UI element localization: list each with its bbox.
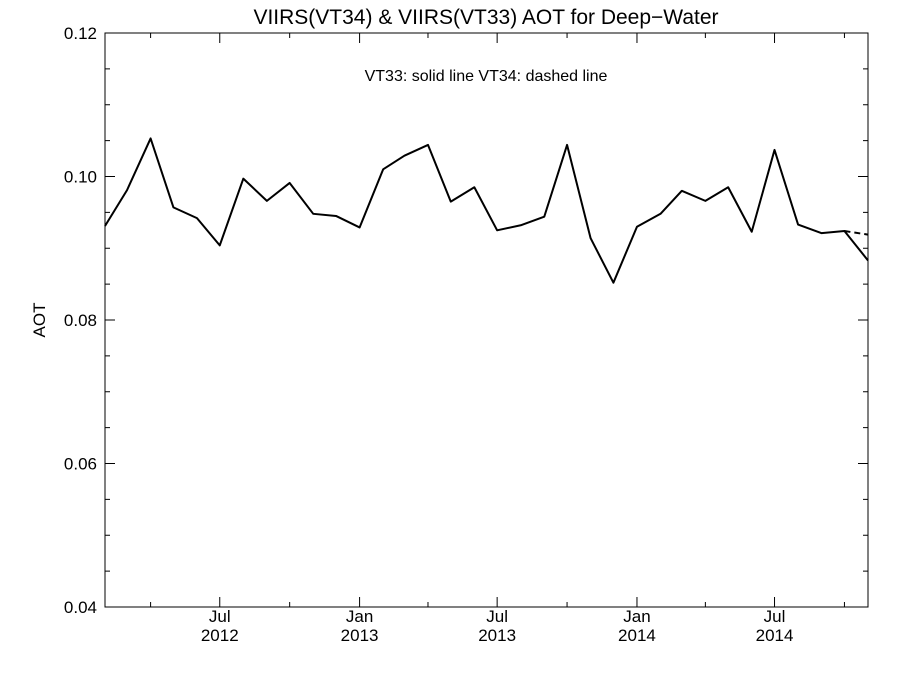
x-tick-month-label: Jan — [623, 607, 650, 626]
line-style-legend: VT33: solid line VT34: dashed line — [365, 68, 608, 85]
y-tick-label: 0.12 — [64, 24, 97, 43]
x-tick-month-label: Jan — [346, 607, 373, 626]
y-tick-label: 0.08 — [64, 311, 97, 330]
x-tick-year-label: 2012 — [201, 626, 239, 645]
chart-title: VIIRS(VT34) & VIIRS(VT33) AOT for Deep−W… — [253, 6, 718, 29]
data-series — [104, 137, 869, 284]
y-axis-label: AOT — [30, 303, 49, 338]
x-tick-month-label: Jul — [764, 607, 786, 626]
y-axis-ticks: 0.04 0.06 0.08 0.10 0.12 — [64, 24, 868, 617]
series-line-vt33 — [104, 137, 869, 284]
x-tick-year-label: 2014 — [618, 626, 656, 645]
x-tick-year-label: 2014 — [756, 626, 794, 645]
plot-axes — [104, 32, 869, 608]
series-line-vt34 — [844, 230, 869, 236]
plot-frame — [104, 32, 869, 608]
y-tick-label: 0.04 — [64, 598, 97, 617]
y-tick-label: 0.06 — [64, 455, 97, 474]
x-tick-year-label: 2013 — [341, 626, 379, 645]
x-tick-year-label: 2013 — [478, 626, 516, 645]
y-tick-label: 0.10 — [64, 168, 97, 187]
x-tick-month-label: Jul — [486, 607, 508, 626]
x-tick-month-label: Jul — [209, 607, 231, 626]
